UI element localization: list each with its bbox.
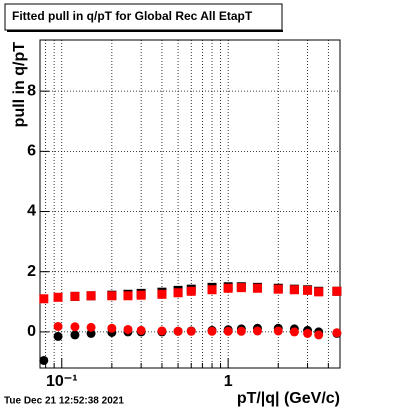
y-tick-label: 6 <box>27 143 36 160</box>
point <box>136 290 146 300</box>
point <box>252 283 262 293</box>
point <box>53 292 63 302</box>
point <box>273 284 283 294</box>
point <box>314 287 324 297</box>
point <box>86 322 96 332</box>
point <box>289 327 299 337</box>
point <box>314 330 324 340</box>
point <box>70 330 80 340</box>
x-axis-label: pT/|q| (GeV/c) <box>237 390 340 407</box>
y-tick-label: 0 <box>27 323 36 340</box>
point <box>86 291 96 301</box>
point <box>332 328 342 338</box>
point <box>223 326 233 336</box>
point <box>70 291 80 301</box>
point <box>157 289 167 299</box>
point <box>173 326 183 336</box>
point <box>136 325 146 335</box>
point <box>207 326 217 336</box>
x-tick-label: 10⁻¹ <box>46 373 78 390</box>
point <box>39 355 49 365</box>
point <box>303 285 313 295</box>
point <box>236 283 246 293</box>
point <box>186 286 196 296</box>
point <box>123 324 133 334</box>
point <box>107 291 117 301</box>
point <box>207 285 217 295</box>
point <box>157 326 167 336</box>
point <box>303 328 313 338</box>
point <box>186 326 196 336</box>
point <box>223 283 233 293</box>
point <box>173 288 183 298</box>
plot-frame <box>39 39 341 369</box>
chart-title: Fitted pull in q/pT for Global Rec All E… <box>12 9 253 23</box>
point <box>252 326 262 336</box>
y-tick-label: 4 <box>27 203 36 220</box>
timestamp: Tue Dec 21 12:52:38 2021 <box>4 396 124 407</box>
point <box>236 326 246 336</box>
y-tick-label: 8 <box>27 82 36 99</box>
point <box>107 323 117 333</box>
point <box>39 294 49 304</box>
point <box>53 321 63 331</box>
title-box <box>4 3 283 31</box>
y-tick-label: 2 <box>27 263 36 280</box>
point <box>289 285 299 295</box>
x-tick-label: 1 <box>224 373 233 390</box>
point <box>123 291 133 301</box>
point <box>53 331 63 341</box>
point <box>332 286 342 296</box>
point <box>70 322 80 332</box>
point <box>273 326 283 336</box>
y-axis-label: pull in q/pT <box>11 42 28 128</box>
